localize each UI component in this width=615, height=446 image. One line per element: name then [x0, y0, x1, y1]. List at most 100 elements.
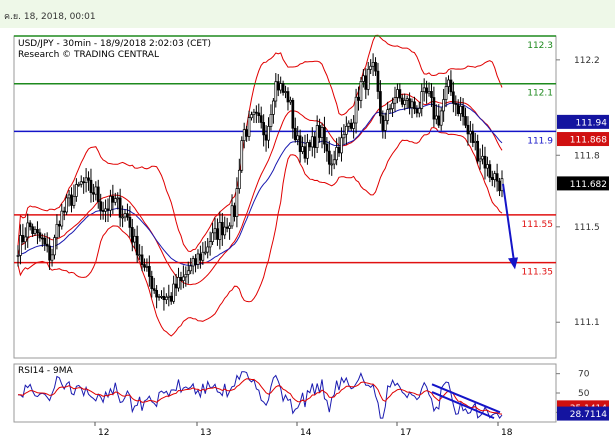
candle-body	[281, 83, 285, 93]
candle-body	[82, 181, 86, 184]
candle-body	[116, 197, 120, 200]
candle-body	[128, 216, 132, 228]
candle-body	[182, 276, 185, 281]
candle-body	[72, 196, 76, 206]
rsi-y-tick-label: 50	[578, 389, 590, 399]
candle-body	[371, 62, 375, 67]
candle-body	[67, 194, 71, 199]
rsi-channel-upper	[431, 383, 501, 414]
candle-body	[147, 266, 151, 277]
candle-body	[279, 83, 283, 91]
candle-body	[162, 295, 166, 301]
candle-body	[225, 226, 229, 229]
candle-body	[272, 100, 275, 115]
y-tick-label: 112.2	[574, 56, 600, 66]
candle-body	[220, 221, 224, 236]
candle-body	[381, 115, 385, 131]
candle-body	[31, 226, 34, 234]
candle-body	[259, 115, 263, 123]
candle-body	[430, 91, 433, 98]
candle-body	[218, 221, 222, 240]
candle-body	[138, 254, 141, 257]
level-label: 112.1	[527, 89, 553, 99]
rsi-title: RSI14 - 9MA	[18, 366, 74, 376]
candle-body	[223, 226, 227, 236]
candle-body	[466, 124, 470, 135]
candle-body	[383, 120, 387, 131]
candle-body	[347, 122, 351, 127]
candle-body	[449, 79, 453, 93]
candle-body	[199, 253, 202, 261]
candle-body	[471, 131, 475, 143]
bollinger-lower-line	[17, 126, 503, 337]
candle-body	[152, 288, 156, 291]
candle-body	[408, 98, 411, 109]
price-badge-label: 111.94	[576, 118, 608, 128]
candle-body	[369, 65, 373, 70]
candle-body	[362, 75, 365, 82]
candle-body	[313, 136, 317, 148]
price-badge	[557, 176, 609, 191]
candle-body	[50, 254, 54, 261]
x-tick-label: 13	[200, 428, 211, 438]
candle-body	[481, 155, 484, 160]
candle-body	[70, 194, 73, 206]
candle-body	[486, 164, 489, 169]
candle-body	[109, 195, 112, 211]
rsi-y-tick-label: 70	[578, 370, 590, 380]
candle-body	[250, 114, 253, 119]
candle-body	[417, 108, 421, 114]
candle-body	[245, 129, 248, 137]
candle-body	[21, 235, 25, 243]
candle-body	[376, 70, 380, 92]
candle-body	[422, 87, 426, 93]
candle-body	[332, 159, 336, 165]
candle-body	[155, 290, 158, 298]
candle-body	[493, 173, 497, 180]
y-tick-label: 111.8	[574, 151, 600, 161]
candle-body	[194, 258, 197, 265]
candle-body	[391, 102, 394, 109]
candle-body	[45, 243, 49, 247]
level-label: 111.9	[527, 136, 553, 146]
candle-body	[184, 274, 188, 278]
candle-body	[267, 126, 270, 141]
candle-body	[157, 296, 161, 298]
candle-body	[165, 296, 168, 301]
candle-body	[57, 223, 61, 227]
candle-body	[284, 91, 287, 93]
rsi-badge	[557, 406, 609, 421]
candle-body	[483, 155, 487, 169]
candle-body	[79, 181, 83, 185]
candle-body	[121, 216, 124, 219]
candle-body	[235, 188, 239, 217]
candle-body	[323, 127, 326, 145]
candle-body	[442, 99, 445, 112]
candle-body	[133, 235, 137, 243]
candle-body	[403, 100, 407, 105]
candle-body	[123, 213, 127, 218]
candle-body	[206, 246, 210, 253]
candle-body	[48, 245, 51, 261]
candle-body	[26, 222, 30, 238]
candle-body	[111, 195, 115, 203]
candle-body	[62, 210, 66, 213]
candle-body	[65, 197, 68, 213]
candle-body	[276, 81, 280, 91]
candle-body	[191, 258, 195, 267]
level-label: 111.35	[522, 268, 554, 278]
candle-body	[490, 177, 494, 180]
candle-body	[186, 270, 190, 275]
candle-body	[40, 237, 44, 240]
x-tick-label: 14	[300, 428, 312, 438]
candle-body	[43, 237, 47, 245]
candle-body	[308, 142, 312, 148]
candle-body	[447, 79, 450, 87]
candle-body	[53, 237, 56, 256]
candle-body	[398, 89, 402, 99]
candle-body	[143, 264, 146, 268]
timestamp: ค.ย. 18, 2018, 00:01	[4, 12, 96, 22]
rsi-ma-line	[18, 378, 503, 415]
